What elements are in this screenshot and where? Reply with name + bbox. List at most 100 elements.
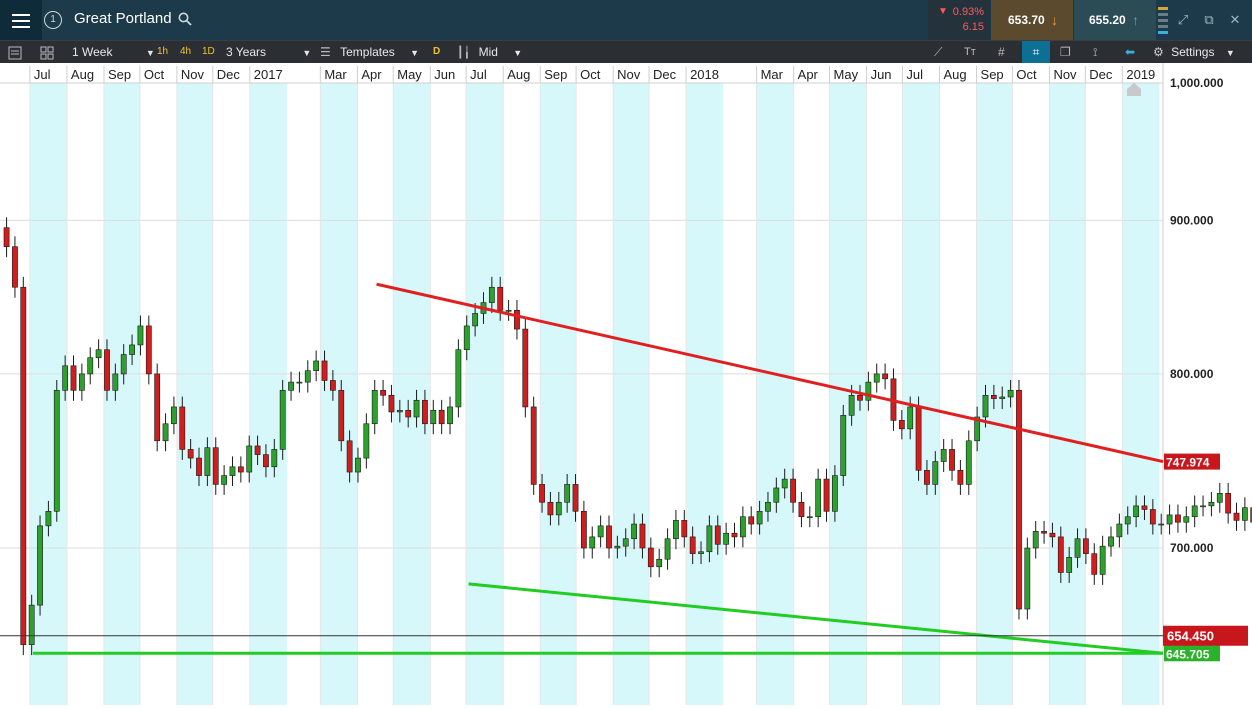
vertical-gridlines <box>29 83 1123 705</box>
price-chart[interactable]: Jul Aug Sep Oct Nov Dec 2017 Mar Apr May Jun Jul Aug… <box>0 63 1252 705</box>
candle-body <box>823 478 830 512</box>
month-shade-band <box>466 83 504 705</box>
candle-body <box>982 394 989 418</box>
candle-body <box>1233 512 1240 521</box>
candle-body <box>815 478 822 518</box>
candle-body <box>288 381 294 391</box>
candle-body <box>673 520 679 540</box>
change-absolute: 6.15 <box>962 21 984 33</box>
support-badge <box>1164 645 1220 662</box>
candlestick-chart[interactable]: Jul Aug Sep Oct Nov Dec 2017 Mar Apr May Jun Jul Aug… <box>0 63 1252 705</box>
candle-body <box>62 365 69 391</box>
x-tick-label: Apr <box>361 67 382 82</box>
candle-body <box>840 415 847 476</box>
copy-icon[interactable]: ❐ <box>1060 45 1071 59</box>
candle-body <box>422 399 428 425</box>
x-tick-label: Aug <box>71 67 94 82</box>
crosshair-icon[interactable]: ⌗ <box>1022 41 1050 63</box>
draw-line-icon[interactable]: ⟋ <box>934 45 943 59</box>
gear-icon: ⚙ <box>1153 45 1164 59</box>
d-button[interactable]: D <box>433 46 441 57</box>
candle-body <box>1074 538 1081 558</box>
candle-body <box>756 510 763 525</box>
settings-button[interactable]: ⚙ Settings ▼ <box>1153 41 1235 63</box>
candle-body <box>1208 501 1215 507</box>
candle-body <box>848 394 855 416</box>
indicator-icon[interactable]: ⟟ <box>1093 45 1098 59</box>
y-tick-label: 900.000 <box>1170 213 1214 227</box>
y-axis-labels: 1,000.000 900.000 800.000 700.000 <box>1170 76 1224 555</box>
support-trendline <box>468 582 1164 655</box>
candle-body <box>907 406 914 430</box>
text-tool-icon[interactable]: Tт <box>964 46 976 58</box>
candle-body <box>196 457 202 476</box>
candle-body <box>95 349 102 359</box>
candle-body <box>413 399 420 418</box>
candle-body <box>999 396 1006 399</box>
candle-body <box>622 538 629 547</box>
candle-body <box>1083 538 1089 554</box>
menu-button[interactable] <box>0 0 42 40</box>
candle-body <box>748 516 755 525</box>
popout-icon[interactable]: ⧉ <box>1204 12 1214 27</box>
candle-body <box>580 510 587 549</box>
candle-body <box>53 390 60 512</box>
interval-4h-button[interactable]: 4h <box>180 46 192 57</box>
candle-body <box>597 525 604 538</box>
candle-body <box>739 516 746 538</box>
candle-body <box>171 406 177 425</box>
candle-body <box>112 373 119 391</box>
buy-price-button[interactable]: 655.20 ↑ <box>1074 0 1156 40</box>
candle-body <box>1116 523 1123 538</box>
price-badges: 747.974 645.705 654.450 <box>1163 453 1248 662</box>
candle-body <box>1057 536 1064 573</box>
candle-body <box>346 440 353 473</box>
layout-icon[interactable] <box>40 41 54 63</box>
interval-1d-button[interactable]: 1D <box>202 46 215 57</box>
candle-body <box>1250 507 1252 523</box>
candle-body <box>104 349 110 391</box>
support-badge-label: 645.705 <box>1166 647 1210 661</box>
x-tick-label: Aug <box>507 67 530 82</box>
candle-body <box>154 373 161 442</box>
interval-1h-button[interactable]: 1h <box>157 46 169 57</box>
interval-select[interactable]: 1 Week ▼ <box>72 41 155 63</box>
x-tick-label: May <box>834 67 859 82</box>
candle-body <box>572 484 579 512</box>
grid-icon[interactable]: # <box>998 45 1005 59</box>
candle-body <box>806 516 813 519</box>
candle-body <box>204 447 211 476</box>
down-arrow-icon: ▼ <box>938 6 948 17</box>
close-icon[interactable]: ✕ <box>1229 12 1241 27</box>
search-icon[interactable] <box>178 12 192 26</box>
x-tick-label: Sep <box>544 67 567 82</box>
month-shading <box>29 83 1160 705</box>
month-shade-band <box>976 83 1013 705</box>
candle-body <box>1183 516 1190 523</box>
x-tick-label: Mar <box>324 67 347 82</box>
chart-toolbar: 1 Week ▼ 1h 4h 1D 3 Years ▼ ☰ Templates … <box>0 40 1252 63</box>
depth-icon[interactable] <box>1157 0 1169 40</box>
resistance-badge-label: 747.974 <box>1166 456 1210 470</box>
candle-body <box>321 360 328 381</box>
x-tick-label: Jun <box>434 67 455 82</box>
candle-body <box>137 325 144 346</box>
x-axis-labels: Jul Aug Sep Oct Nov Dec 2017 Mar Apr May Jun Jul Aug… <box>29 66 1155 83</box>
candle-body <box>463 325 470 351</box>
candle-body <box>731 532 738 538</box>
x-tick-label: Sep <box>108 67 131 82</box>
expand-icon[interactable]: ⤢ <box>1177 12 1189 27</box>
home-icon[interactable] <box>1127 83 1141 96</box>
watchlist-icon[interactable] <box>8 41 22 63</box>
price-label-icon[interactable]: ⬅ <box>1124 45 1136 59</box>
candle-body <box>37 525 43 606</box>
candle-body <box>179 406 186 450</box>
y-tick-label: 800.000 <box>1170 367 1214 381</box>
range-select[interactable]: 3 Years ▼ <box>226 41 311 63</box>
templates-select[interactable]: ☰ Templates ▼ <box>320 41 419 63</box>
instrument-number-badge[interactable]: 1 <box>44 11 62 29</box>
y-tick-label: 1,000.000 <box>1170 76 1224 90</box>
price-mode-select[interactable]: ┃╽ Mid ▼ <box>457 41 522 63</box>
x-tick-label: Oct <box>580 67 601 82</box>
sell-price-button[interactable]: 653.70 ↓ <box>991 0 1073 40</box>
